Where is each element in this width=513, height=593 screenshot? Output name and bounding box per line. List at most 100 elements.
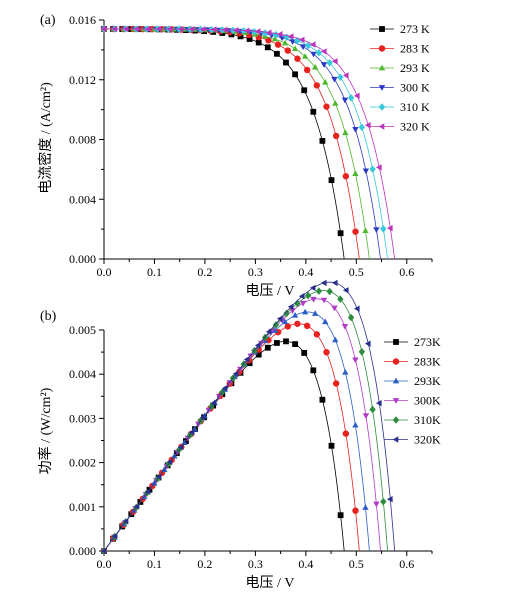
- y-tick-label: 0.016: [69, 13, 96, 27]
- data-point: [294, 299, 301, 308]
- data-point: [283, 309, 290, 318]
- data-point: [264, 344, 271, 351]
- data-point: [264, 44, 271, 51]
- data-point: [301, 53, 309, 59]
- data-point: [111, 532, 118, 540]
- data-point: [298, 293, 305, 300]
- x-tick-label: 0.3: [248, 265, 263, 279]
- data-point: [323, 103, 330, 110]
- data-point: [337, 295, 344, 303]
- panel-a-y-axis-label: 电流密度 / (A/cm²): [37, 82, 54, 194]
- data-point: [303, 66, 311, 74]
- data-point: [273, 340, 280, 346]
- data-point: [323, 349, 330, 356]
- data-point: [188, 429, 195, 436]
- data-point: [294, 320, 301, 327]
- panel-b-x-axis-label: 电压 / V: [246, 575, 295, 591]
- data-point: [199, 414, 206, 421]
- data-point: [232, 370, 239, 377]
- data-point: [320, 48, 327, 55]
- data-point: [271, 35, 279, 42]
- panel-b-y-axis-label: 功率 / (W/cm²): [37, 387, 54, 474]
- panel-a-legend: 273 K 283 K 293 K 300 K 310 K 320 K: [370, 22, 430, 134]
- x-tick-label: 0.4: [298, 265, 313, 279]
- data-point: [210, 26, 217, 33]
- data-point: [373, 227, 380, 233]
- data-point: [289, 39, 296, 45]
- data-point: [237, 366, 244, 373]
- legend-item: 273K: [384, 335, 441, 349]
- series-line: [104, 28, 396, 260]
- data-point: [243, 27, 250, 34]
- legend-item: 310 K: [370, 100, 430, 114]
- data-point: [303, 322, 311, 330]
- legend-item: 300 K: [370, 81, 430, 95]
- data-point: [347, 94, 355, 102]
- data-point: [274, 41, 282, 48]
- data-point: [232, 26, 239, 34]
- data-point: [291, 45, 299, 51]
- data-point: [133, 25, 140, 33]
- data-point: [364, 340, 371, 347]
- y-tick-label: 0.004: [69, 367, 96, 381]
- data-point: [309, 41, 316, 48]
- legend-item: 283K: [384, 355, 441, 369]
- data-point: [155, 473, 162, 480]
- data-point: [358, 123, 366, 132]
- series-273k: [101, 338, 345, 554]
- legend-label: 320K: [414, 433, 441, 447]
- legend-item: 320K: [384, 433, 441, 447]
- legend-label: 310K: [414, 413, 441, 427]
- data-point: [342, 173, 350, 180]
- data-point: [301, 350, 308, 356]
- data-point: [310, 51, 317, 58]
- data-point: [299, 300, 307, 307]
- data-point: [362, 227, 369, 233]
- data-point: [337, 230, 344, 237]
- data-point: [272, 321, 280, 329]
- data-point: [380, 497, 387, 506]
- data-point: [243, 356, 250, 363]
- legend-marker: [392, 358, 400, 365]
- data-point: [199, 26, 206, 33]
- data-point: [122, 518, 129, 525]
- panel-b-label: (b): [40, 309, 57, 324]
- data-point: [386, 496, 393, 503]
- panel-a-x-axis-label: 电压 / V: [246, 283, 295, 299]
- data-point: [332, 336, 339, 343]
- series-line: [103, 28, 360, 260]
- data-point: [254, 28, 261, 35]
- x-tick-label: 0.6: [399, 557, 414, 571]
- data-point: [362, 504, 369, 510]
- data-point: [322, 318, 329, 325]
- data-point: [188, 26, 195, 33]
- data-point: [265, 37, 272, 44]
- data-point: [342, 430, 350, 437]
- data-point: [342, 72, 349, 79]
- data-point: [342, 129, 349, 136]
- data-point: [309, 284, 316, 292]
- panel-b-plot-area: 0.0 0.1 0.2 0.3 0.4 0.5 0.6 0.000 0.001 0.002 0.00…: [69, 279, 433, 571]
- data-point: [328, 442, 335, 449]
- data-point: [337, 73, 344, 82]
- data-point: [247, 353, 254, 360]
- data-point: [292, 341, 298, 347]
- legend-label: 293 K: [400, 61, 430, 75]
- data-point: [322, 79, 329, 85]
- data-point: [221, 26, 228, 33]
- data-point: [310, 296, 317, 303]
- series-line: [103, 281, 396, 552]
- data-point: [362, 168, 370, 175]
- data-point: [144, 25, 151, 33]
- y-tick-label: 0.000: [69, 252, 96, 266]
- data-point: [364, 122, 371, 129]
- data-point: [226, 380, 233, 386]
- x-tick-label: 0.5: [349, 265, 364, 279]
- legend-marker: [378, 45, 386, 52]
- y-tick-label: 0.004: [69, 192, 96, 206]
- series-320k: [100, 25, 396, 260]
- series-line: [103, 28, 345, 260]
- data-point: [352, 127, 359, 133]
- data-point: [352, 357, 359, 364]
